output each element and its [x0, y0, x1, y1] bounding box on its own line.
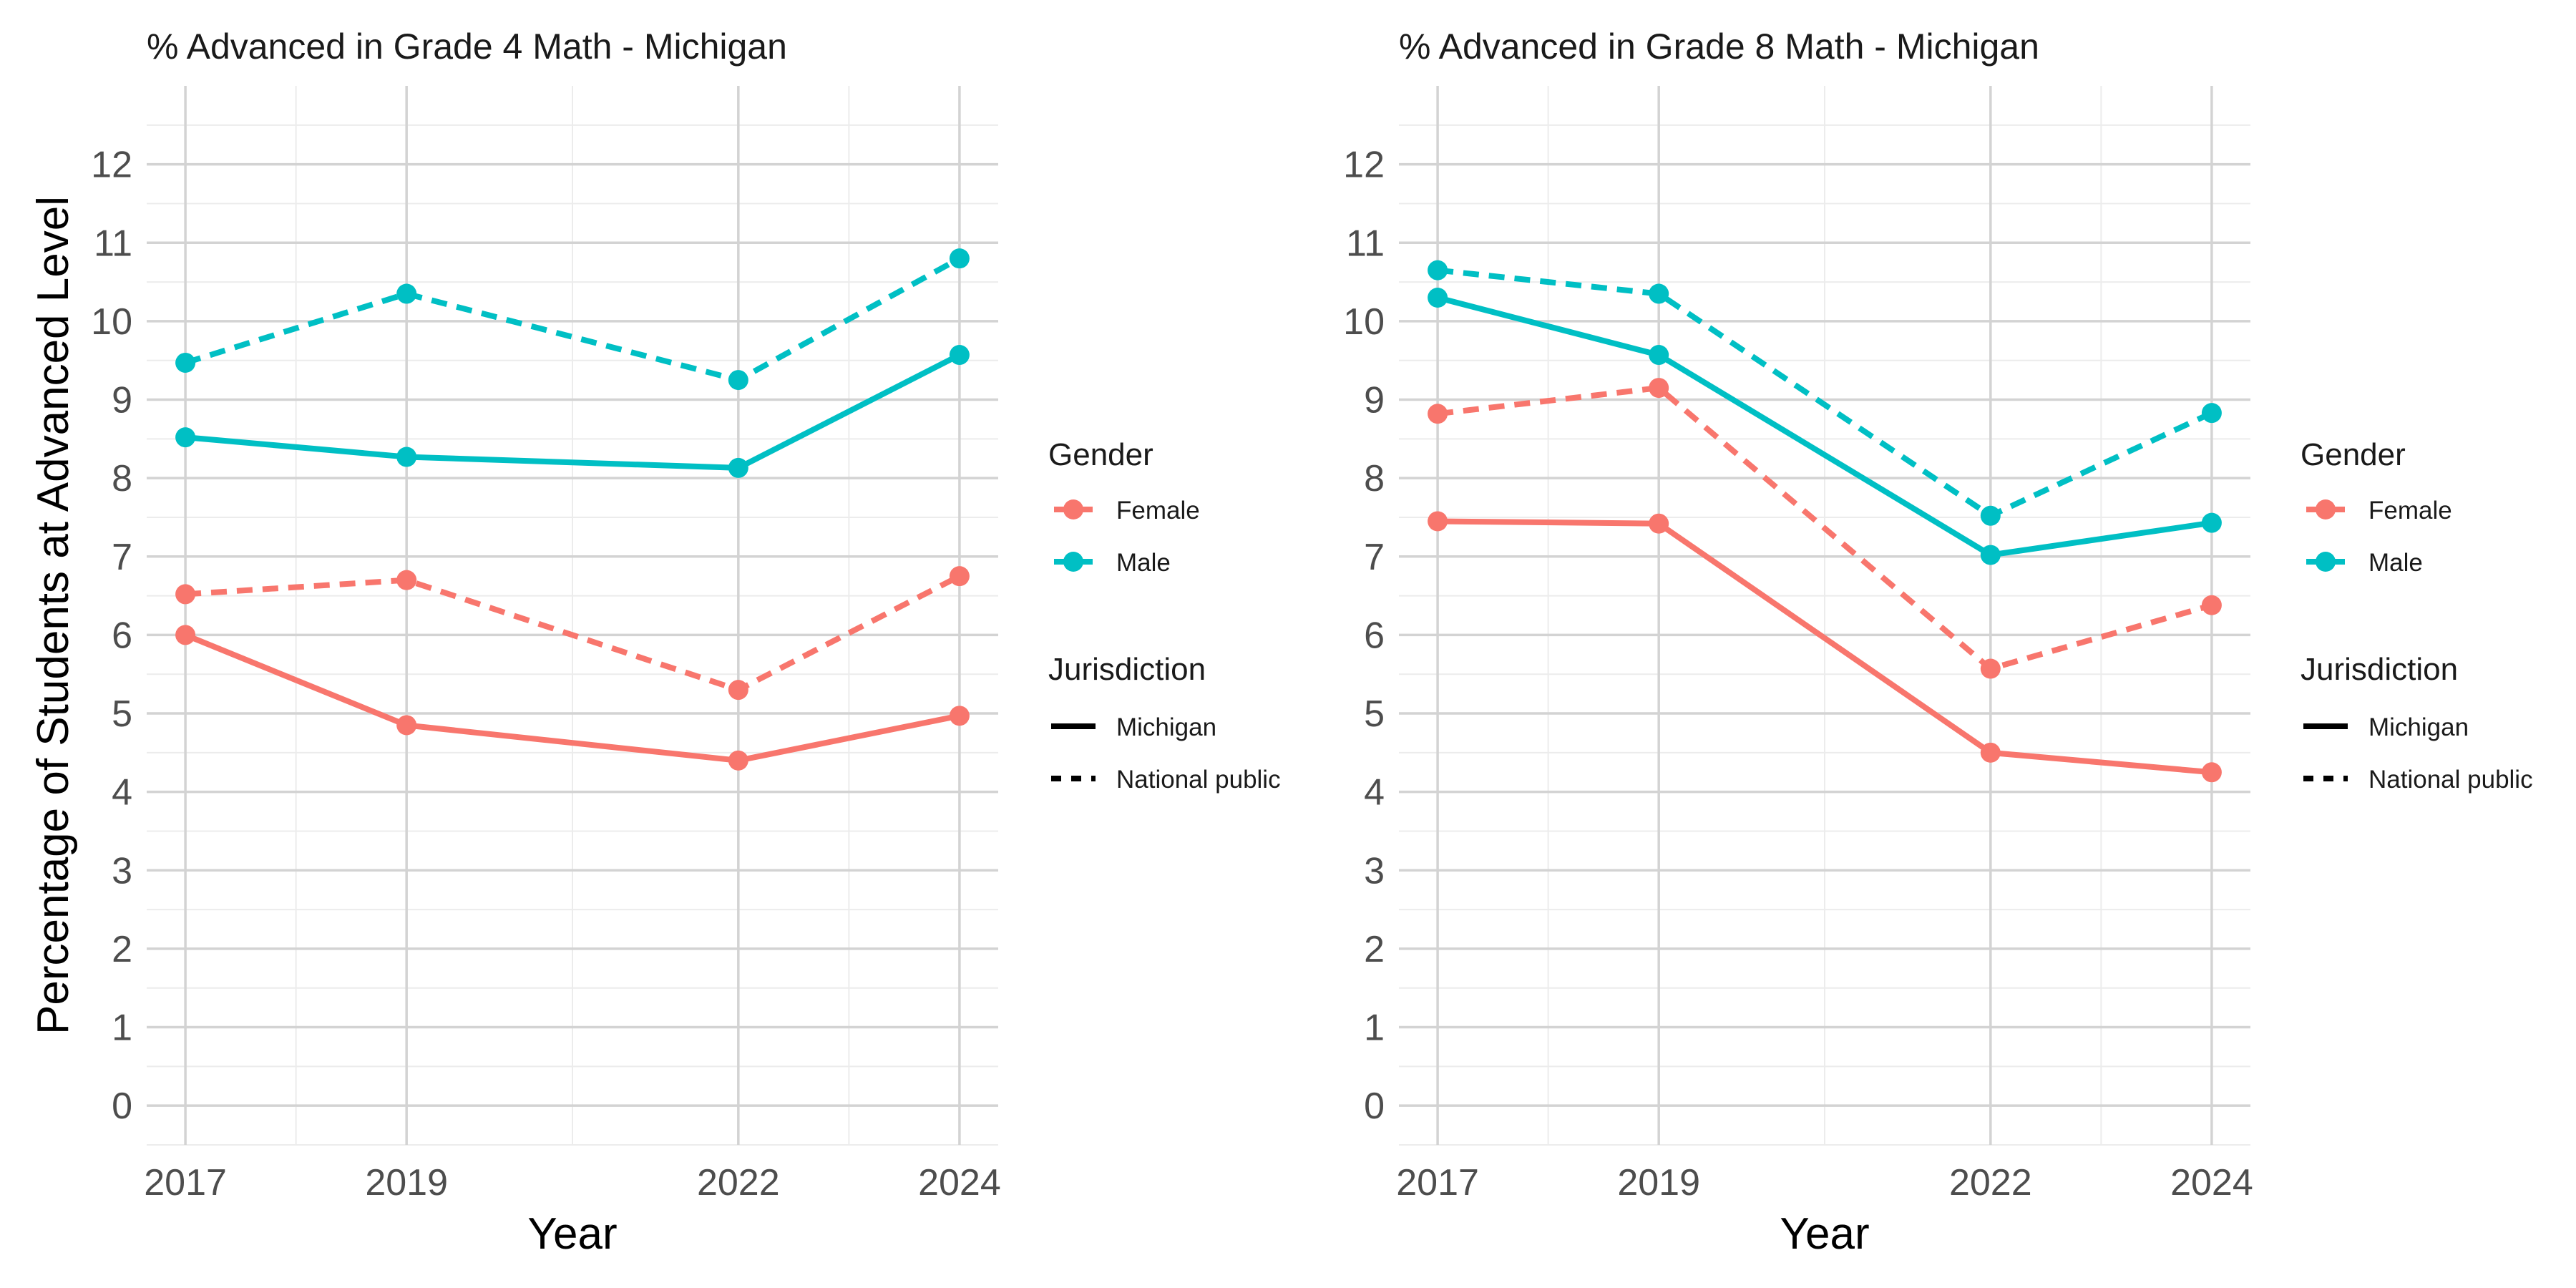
x-tick-label: 2019 — [365, 1162, 448, 1204]
data-point — [396, 283, 417, 304]
legend-key-point — [2316, 552, 2336, 572]
y-tick-label: 7 — [112, 537, 132, 578]
data-point — [1428, 288, 1448, 308]
y-tick-label: 1 — [112, 1008, 132, 1049]
y-tick-label: 2 — [1364, 929, 1385, 970]
data-point — [175, 584, 196, 605]
data-point — [1649, 378, 1669, 399]
data-point — [175, 427, 196, 448]
x-tick-label: 2022 — [697, 1162, 780, 1204]
data-point — [175, 352, 196, 373]
data-point — [728, 370, 748, 391]
x-tick-label: 2017 — [1396, 1162, 1479, 1204]
legend-title-gender: Gender — [1048, 437, 1153, 472]
y-tick-label: 8 — [112, 458, 132, 499]
series-line-female-michigan — [1438, 518, 2212, 776]
data-point — [2201, 512, 2222, 533]
legend-label-jurisdiction: National public — [2368, 766, 2533, 794]
y-tick-label: 8 — [1364, 458, 1385, 499]
x-tick-label: 2017 — [144, 1162, 227, 1204]
y-tick-label: 12 — [1343, 145, 1385, 186]
y-tick-label: 0 — [112, 1085, 132, 1127]
chart-title: % Advanced in Grade 8 Math - Michigan — [1399, 26, 2039, 67]
data-point — [175, 625, 196, 645]
series-line-female-michigan — [184, 632, 960, 763]
legend-label-female: Female — [2368, 497, 2452, 525]
y-tick-label: 11 — [94, 223, 132, 264]
data-point — [396, 570, 417, 590]
data-point — [949, 248, 970, 269]
series-line-male-michigan — [1437, 295, 2212, 558]
data-point — [1980, 742, 2001, 763]
legend-title-jurisdiction: Jurisdiction — [1048, 652, 1206, 687]
data-point — [1649, 283, 1669, 304]
data-point — [1428, 260, 1448, 280]
series-line-female-national-public — [1437, 385, 2213, 672]
data-point — [396, 447, 417, 467]
y-tick-label: 9 — [1364, 380, 1385, 421]
data-point — [728, 457, 748, 478]
data-point — [949, 706, 970, 726]
legend-label-female: Female — [1116, 497, 1200, 525]
data-point — [1649, 513, 1669, 534]
y-tick-label: 7 — [1364, 537, 1385, 578]
chart-title: % Advanced in Grade 4 Math - Michigan — [147, 26, 787, 67]
legend-label-jurisdiction: National public — [1116, 766, 1281, 794]
x-tick-label: 2024 — [2170, 1162, 2253, 1204]
x-tick-label: 2022 — [1949, 1162, 2032, 1204]
x-tick-label: 2024 — [918, 1162, 1001, 1204]
legend-label-jurisdiction: Michigan — [2368, 713, 2469, 741]
series-line-female-national-public — [185, 573, 961, 693]
y-tick-label: 3 — [1364, 850, 1385, 892]
y-tick-label: 0 — [1364, 1085, 1385, 1127]
y-tick-label: 9 — [112, 380, 132, 421]
y-tick-label: 6 — [112, 615, 132, 656]
y-tick-label: 5 — [112, 693, 132, 735]
data-point — [2201, 403, 2222, 424]
y-tick-label: 4 — [1364, 772, 1385, 814]
y-tick-label: 3 — [112, 850, 132, 892]
y-tick-label: 5 — [1364, 693, 1385, 735]
y-tick-label: 4 — [112, 772, 132, 814]
y-tick-label: 10 — [91, 301, 132, 343]
data-point — [2201, 762, 2222, 783]
legend-key-point — [2316, 499, 2336, 519]
data-point — [728, 750, 748, 771]
series-line-male-national-public — [1437, 267, 2213, 519]
data-point — [1428, 511, 1448, 532]
y-tick-label: 12 — [91, 145, 132, 186]
legend-key-point — [1063, 499, 1083, 519]
data-point — [2201, 595, 2222, 615]
x-axis-title: Year — [527, 1209, 617, 1259]
legend-label-male: Male — [2368, 549, 2423, 577]
data-point — [396, 715, 417, 736]
data-point — [1428, 404, 1448, 424]
y-axis-title: Percentage of Students at Advanced Level — [29, 196, 78, 1035]
legend-title-gender: Gender — [2301, 437, 2406, 472]
x-axis-title: Year — [1780, 1209, 1869, 1259]
series-line-male-michigan — [185, 352, 961, 471]
y-tick-label: 6 — [1364, 615, 1385, 656]
y-tick-label: 10 — [1343, 301, 1385, 343]
data-point — [949, 345, 970, 366]
series-line-male-national-public — [184, 255, 961, 384]
data-point — [728, 680, 748, 701]
data-point — [1649, 345, 1669, 366]
data-point — [1980, 505, 2001, 526]
data-point — [949, 566, 970, 587]
legend-title-jurisdiction: Jurisdiction — [2301, 652, 2458, 687]
y-tick-label: 11 — [1346, 223, 1385, 264]
legend-label-jurisdiction: Michigan — [1116, 713, 1216, 741]
legend-key-point — [1063, 552, 1083, 572]
data-point — [1980, 658, 2001, 679]
y-tick-label: 1 — [1364, 1008, 1385, 1049]
legend-label-male: Male — [1116, 549, 1171, 577]
data-point — [1980, 545, 2001, 565]
x-tick-label: 2019 — [1617, 1162, 1700, 1204]
y-tick-label: 2 — [112, 929, 132, 970]
